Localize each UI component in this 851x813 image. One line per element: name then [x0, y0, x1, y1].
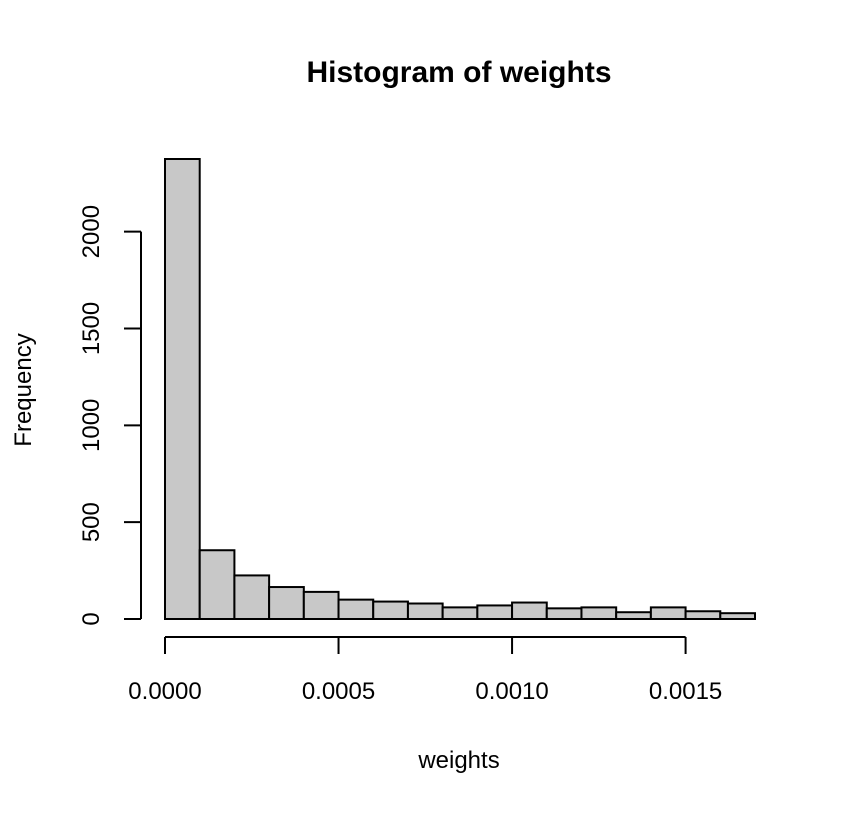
histogram-bar — [476, 604, 514, 620]
histogram-bar — [406, 602, 444, 620]
histogram-bar — [580, 606, 618, 621]
histogram-bar — [302, 590, 340, 621]
x-tick-label: 0.0005 — [302, 678, 375, 705]
x-tick-label: 0.0010 — [475, 678, 548, 705]
histogram-bar — [372, 600, 409, 620]
histogram-bar — [337, 598, 375, 621]
y-axis-label: Frequency — [10, 333, 37, 446]
histogram-bar — [233, 574, 271, 621]
x-axis-label: weights — [417, 747, 499, 774]
y-tick-label: 0 — [78, 612, 105, 625]
histogram-bar — [719, 612, 757, 620]
x-tick-label: 0.0000 — [128, 678, 201, 705]
histogram-bar — [164, 158, 201, 620]
histogram-bar — [684, 610, 722, 620]
histogram-bar — [198, 549, 236, 621]
y-tick-label: 500 — [78, 502, 105, 542]
histogram-bar — [268, 586, 305, 621]
y-axis: 0 500 1000 1500 2000 — [78, 205, 142, 626]
histogram-bar — [545, 607, 583, 620]
chart-title: Histogram of weights — [306, 56, 611, 89]
y-tick-label: 2000 — [78, 205, 105, 258]
x-tick-label: 0.0015 — [649, 678, 722, 705]
histogram-bar — [441, 606, 479, 621]
histogram-bar — [511, 601, 548, 621]
bars-group — [164, 158, 757, 621]
histogram-bar — [615, 611, 652, 621]
x-axis: 0.0000 0.0005 0.0010 0.0015 — [128, 636, 722, 705]
histogram-bar — [649, 606, 687, 621]
y-tick-label: 1500 — [78, 302, 105, 355]
y-tick-label: 1000 — [78, 399, 105, 452]
